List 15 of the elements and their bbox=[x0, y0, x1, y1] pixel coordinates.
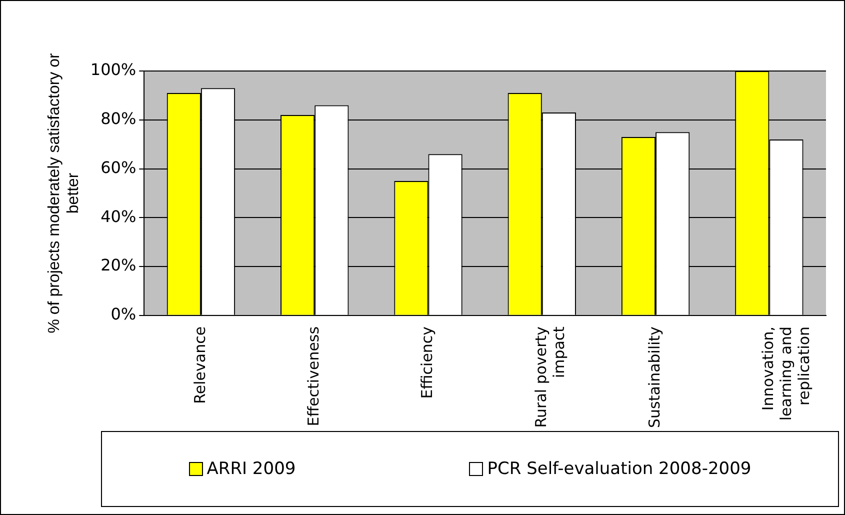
x-tick-label: Relevance bbox=[190, 326, 209, 404]
y-axis-title: % of projects moderately satisfactory or better bbox=[46, 52, 82, 334]
y-tick-label: 0% bbox=[110, 304, 136, 324]
y-tick-label: 100% bbox=[90, 60, 136, 80]
x-tick-label: Effectiveness bbox=[304, 326, 322, 426]
x-tick-label: Innovation, learning and replication bbox=[759, 326, 814, 421]
legend-label: PCR Self-evaluation 2008-2009 bbox=[487, 459, 752, 479]
x-tick-label: Rural poverty impact bbox=[532, 326, 568, 428]
y-tick-label: 60% bbox=[100, 158, 136, 177]
y-tick-label: 40% bbox=[100, 206, 136, 226]
x-tick-label: Efficiency bbox=[418, 326, 436, 399]
x-tick-label: Sustainability bbox=[645, 326, 664, 428]
legend-label: ARRI 2009 bbox=[206, 459, 296, 479]
y-tick-label: 80% bbox=[100, 109, 136, 128]
y-tick-label: 20% bbox=[100, 256, 136, 275]
